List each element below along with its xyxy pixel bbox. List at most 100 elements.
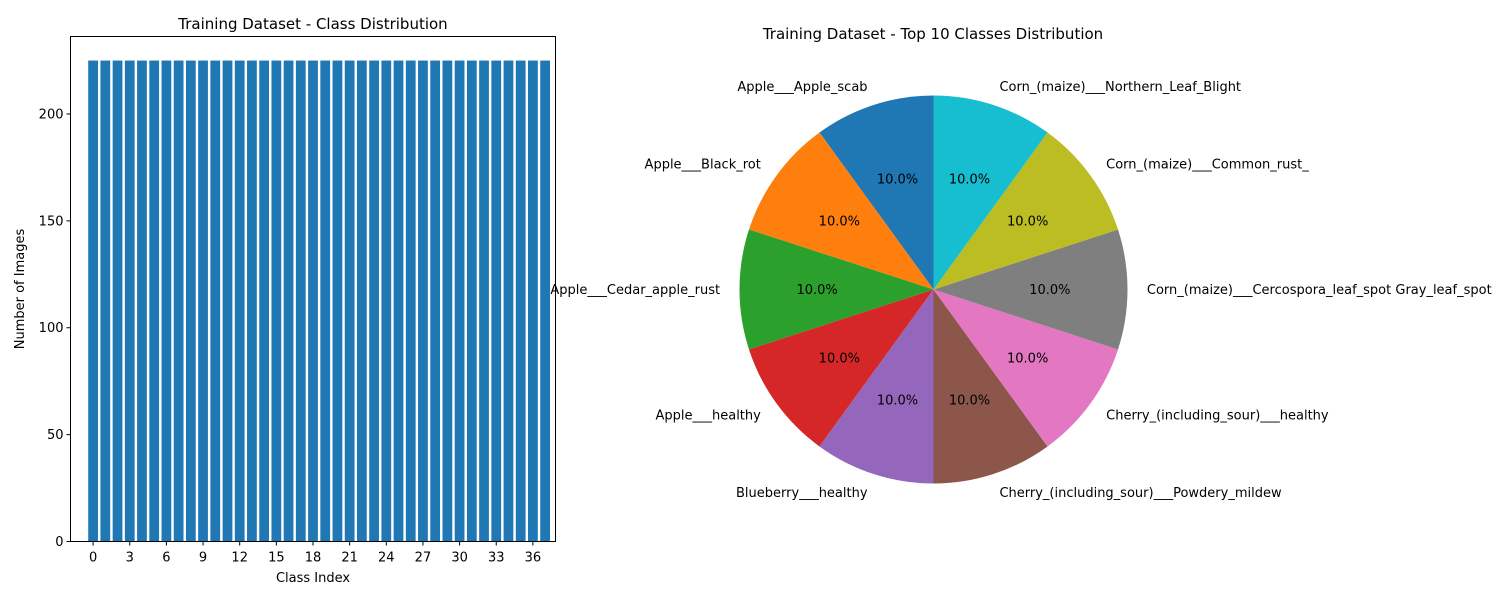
bar-29 [442, 60, 453, 542]
bar-22 [356, 60, 367, 542]
bar-36 [528, 60, 538, 542]
y-tick-label: 0 [55, 535, 63, 550]
bar-6 [161, 60, 172, 542]
bar-9 [198, 60, 208, 542]
bar-15 [271, 60, 282, 542]
bar-8 [185, 60, 196, 542]
bar-series [88, 60, 551, 542]
x-tick-label: 18 [305, 551, 322, 566]
x-tick-label: 0 [89, 551, 97, 566]
pie-percent-label-1: 10.0% [819, 215, 860, 230]
bar-chart-title: Training Dataset - Class Distribution [177, 15, 447, 33]
pie-category-label-1: Apple___Black_rot [645, 158, 761, 173]
x-tick-label: 15 [268, 551, 285, 566]
pie-chart: Training Dataset - Top 10 Classes Distri… [550, 25, 1491, 501]
pie-percent-label-6: 10.0% [1007, 351, 1048, 366]
pie-percent-label-9: 10.0% [949, 172, 990, 187]
pie-percent-label-7: 10.0% [1029, 283, 1070, 298]
pie-slice-5 [933, 289, 1048, 484]
bar-26 [405, 60, 416, 542]
bar-16 [283, 60, 294, 542]
y-tick-label: 100 [39, 321, 64, 336]
bar-19 [320, 60, 331, 542]
bar-27 [418, 60, 428, 542]
bar-32 [479, 60, 489, 542]
bar-23 [369, 60, 379, 542]
bar-31 [466, 60, 477, 542]
pie-chart-title: Training Dataset - Top 10 Classes Distri… [762, 25, 1103, 43]
bar-17 [295, 60, 306, 542]
pie-slice-6 [933, 289, 1119, 447]
pie-category-labels: Apple___Apple_scab Apple___Black_rot Apple… [550, 80, 1491, 501]
pie-category-label-7: Corn_(maize)___Cercospora_leaf_spot Gray… [1147, 283, 1492, 298]
pie-slice-2 [739, 229, 934, 350]
y-axis-ticks: 0 50 100 150 200 [39, 107, 71, 550]
pie-category-label-4: Blueberry___healthy [736, 486, 868, 501]
bar-5 [149, 60, 160, 542]
plot-frame [70, 36, 556, 542]
x-tick-label: 12 [231, 551, 248, 566]
bar-25 [393, 60, 404, 542]
bar-35 [515, 60, 526, 542]
bar-37 [540, 60, 551, 542]
pie-category-label-8: Corn_(maize)___Common_rust_ [1106, 158, 1309, 173]
x-tick-label: 33 [488, 551, 505, 566]
pie-percent-label-0: 10.0% [877, 172, 918, 187]
pie-percent-label-5: 10.0% [949, 394, 990, 409]
pie-slice-8 [933, 132, 1119, 290]
bar-7 [173, 60, 184, 542]
bar-10 [210, 60, 221, 542]
pie-slice-0 [819, 95, 934, 290]
bar-33 [491, 60, 502, 542]
pie-percent-label-2: 10.0% [796, 283, 837, 298]
bar-18 [308, 60, 318, 542]
bar-20 [332, 60, 343, 542]
pie-percent-label-8: 10.0% [1007, 215, 1048, 230]
bar-2 [112, 60, 123, 542]
y-tick-label: 150 [39, 214, 64, 229]
bar-4 [137, 60, 147, 542]
pie-slice-9 [933, 95, 1048, 290]
x-tick-label: 27 [415, 551, 432, 566]
x-tick-label: 30 [451, 551, 468, 566]
pie-percent-labels: 10.0% 10.0% 10.0% 10.0% 10.0% 10.0% 10.0% 10.0%… [796, 172, 1070, 408]
pie-percent-label-4: 10.0% [877, 394, 918, 409]
bar-24 [381, 60, 392, 542]
bar-14 [259, 60, 270, 542]
bar-1 [100, 60, 111, 542]
x-tick-label: 9 [199, 551, 207, 566]
pie-category-label-2: Apple___Cedar_apple_rust [550, 283, 720, 298]
bar-3 [124, 60, 135, 542]
pie-slices [739, 95, 1128, 484]
pie-slice-1 [748, 132, 934, 290]
bar-0 [88, 60, 98, 542]
pie-category-label-9: Corn_(maize)___Northern_Leaf_Blight [999, 80, 1241, 95]
pie-category-label-5: Cherry_(including_sour)___Powdery_mildew [999, 486, 1282, 501]
pie-percent-label-3: 10.0% [819, 351, 860, 366]
x-tick-label: 6 [162, 551, 170, 566]
bar-chart: Training Dataset - Class Distribution 0 3… [13, 15, 556, 586]
pie-category-label-3: Apple___healthy [655, 408, 761, 423]
bar-34 [503, 60, 514, 542]
bar-28 [430, 60, 441, 542]
x-tick-label: 24 [378, 551, 395, 566]
x-tick-label: 21 [341, 551, 358, 566]
x-axis-label: Class Index [276, 571, 350, 586]
pie-slice-7 [933, 229, 1128, 350]
bar-21 [344, 60, 355, 542]
pie-category-label-6: Cherry_(including_sour)___healthy [1106, 408, 1329, 423]
bar-30 [454, 60, 465, 542]
pie-slice-4 [819, 289, 934, 484]
pie-slice-3 [748, 289, 934, 447]
bar-12 [234, 60, 245, 542]
y-tick-label: 200 [39, 107, 64, 122]
bar-13 [247, 60, 257, 542]
x-axis-ticks: 0 3 6 9 12 15 18 21 24 27 30 33 36 [89, 541, 542, 566]
y-tick-label: 50 [47, 428, 64, 443]
x-tick-label: 3 [126, 551, 134, 566]
x-tick-label: 36 [525, 551, 542, 566]
y-axis-label: Number of Images [13, 229, 28, 350]
bar-11 [222, 60, 233, 542]
